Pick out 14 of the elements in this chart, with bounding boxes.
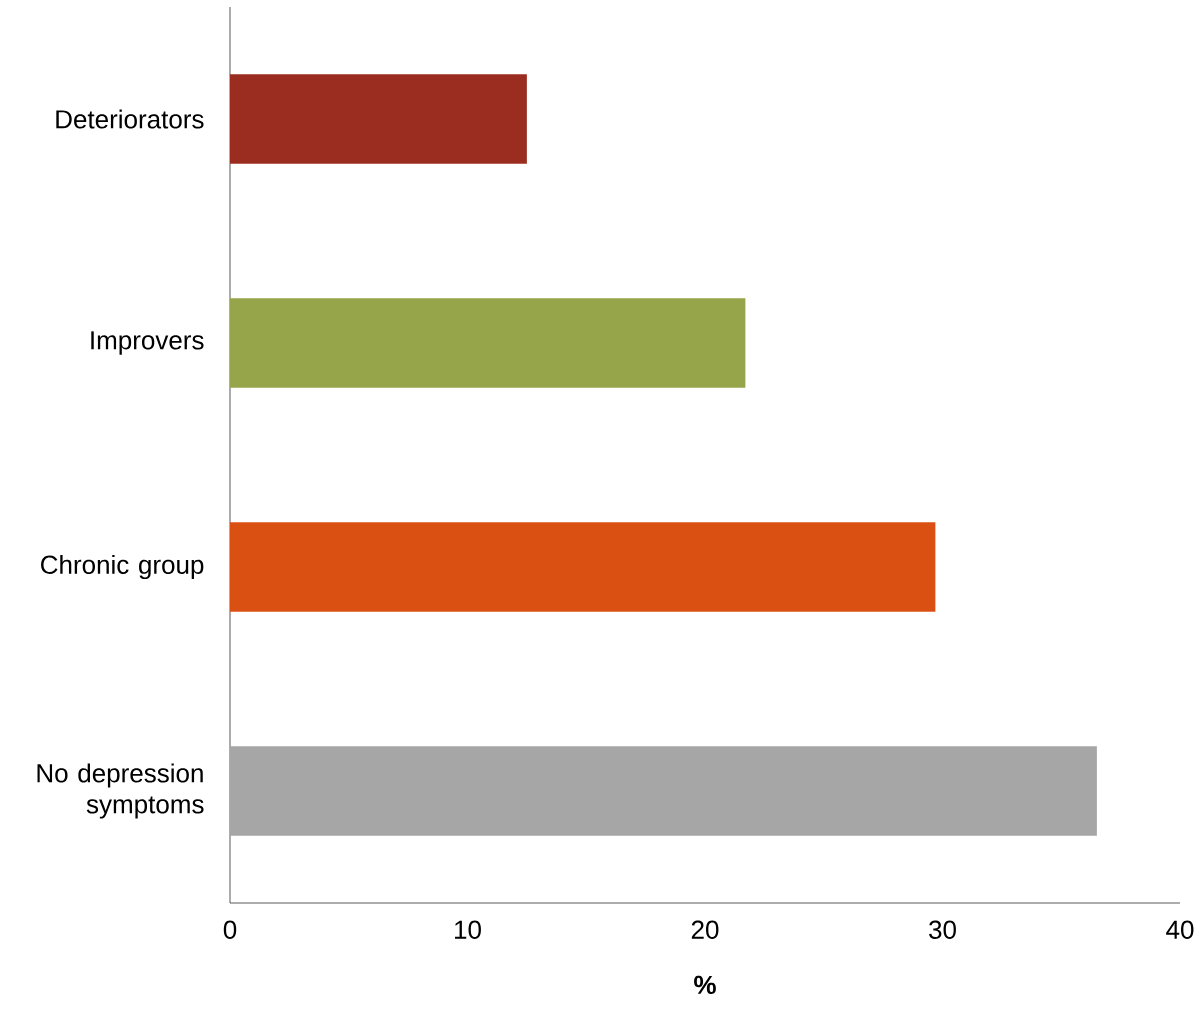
y-tick-label: No depression symptoms [37, 763, 204, 819]
x-axis-title: % [694, 975, 716, 995]
bar [230, 746, 1097, 836]
x-tick-label: 20 [691, 920, 719, 939]
x-tick-label: 40 [1166, 920, 1194, 939]
bar [230, 522, 936, 612]
x-tick-label: 10 [455, 920, 481, 939]
y-tick-label: Chronic group [41, 554, 204, 580]
y-tick-label: Improvers [91, 331, 204, 355]
x-tick-label: 30 [929, 920, 956, 939]
x-tick-label: 0 [223, 920, 237, 939]
y-tick-label: Deteriorators [56, 109, 204, 129]
bar [230, 298, 746, 388]
bar [230, 74, 527, 164]
